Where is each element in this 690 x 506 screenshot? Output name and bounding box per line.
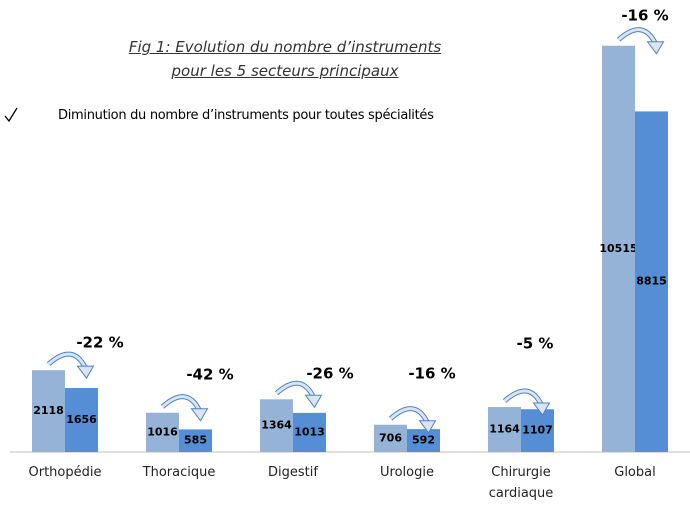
- annotation: -22 %: [76, 334, 123, 352]
- arrow-head: [76, 365, 95, 380]
- bar: [635, 111, 668, 452]
- arrow-head: [304, 394, 323, 409]
- check-icon: [4, 107, 18, 123]
- arrow: [503, 389, 543, 406]
- annotation: -42 %: [186, 366, 233, 384]
- arrow-head: [646, 41, 665, 55]
- bar: [602, 45, 635, 452]
- arrow: [617, 28, 657, 45]
- bar: [179, 429, 212, 452]
- arrow: [275, 381, 315, 398]
- arrow: [47, 352, 87, 369]
- x-tick-label: Orthopédie: [28, 465, 102, 480]
- arrow: [161, 395, 201, 412]
- x-tick-label: Chirurgie cardiaque: [488, 465, 554, 501]
- chart-title: Fig 1: Evolution du nombre d’instruments…: [128, 38, 442, 80]
- value-label: 706: [379, 431, 402, 444]
- annotation: -16 %: [408, 365, 455, 383]
- value-label: 8815: [636, 275, 667, 288]
- annotation: -16 %: [621, 7, 668, 25]
- arrow-head: [418, 420, 437, 434]
- arrow-head: [190, 408, 209, 422]
- arrow: [389, 407, 429, 424]
- bar: [260, 399, 293, 452]
- arrow-head: [532, 402, 551, 416]
- x-tick-label: Thoracique: [142, 465, 216, 480]
- x-tick-label: Urologie: [380, 465, 434, 480]
- value-label: 2118: [33, 404, 64, 417]
- value-label: 1364: [261, 419, 292, 432]
- value-label: 592: [412, 434, 435, 447]
- bar: [374, 424, 407, 452]
- value-label: 1016: [147, 425, 178, 438]
- bar: [521, 409, 554, 452]
- bar: [488, 407, 521, 452]
- bar: [407, 429, 440, 452]
- value-label: 1164: [489, 423, 520, 436]
- value-label: 10515: [599, 242, 637, 255]
- value-label: 1013: [294, 425, 325, 438]
- bar: [293, 412, 326, 452]
- annotation: -5 %: [517, 335, 554, 353]
- bar: [32, 370, 65, 452]
- bar: [65, 388, 98, 452]
- x-tick-label: Digestif: [268, 465, 318, 480]
- value-label: 1107: [522, 424, 553, 437]
- bar: [146, 412, 179, 452]
- x-tick-label: Global: [614, 465, 656, 480]
- value-label: 585: [184, 434, 207, 447]
- value-label: 1656: [66, 413, 97, 426]
- annotation: -26 %: [306, 365, 353, 383]
- subtitle: Diminution du nombre d’instruments pour …: [58, 108, 434, 123]
